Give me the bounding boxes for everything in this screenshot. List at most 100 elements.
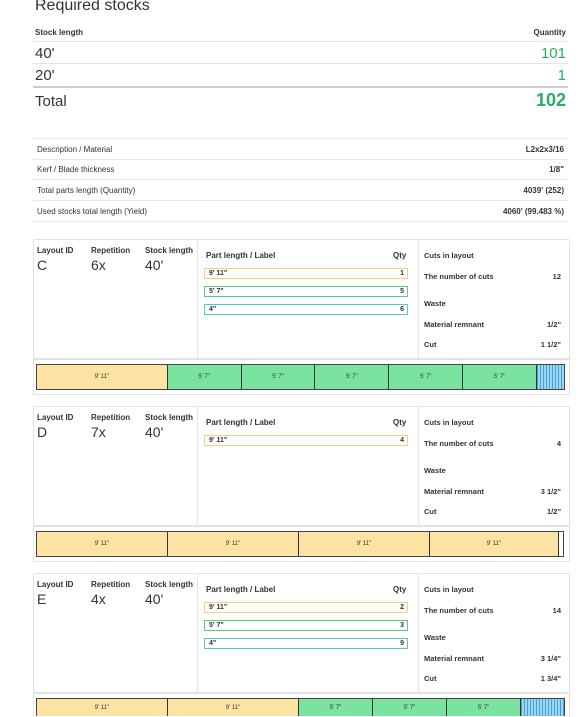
part-row: 9' 11" 4 [204, 435, 408, 446]
layout-id: C [37, 257, 48, 273]
layout-id: E [37, 591, 47, 607]
cut-value: 1 3/4" [540, 674, 561, 683]
part-row: 9' 11" 2 [204, 602, 408, 613]
stock-length-value: 20' [35, 67, 55, 84]
part-label: 5' 7" [209, 622, 224, 629]
bar-segment: 5' 7" [241, 365, 316, 389]
info-label: Kerf / Blade thickness [37, 165, 115, 174]
bar-segment: 5' 7" [299, 699, 373, 716]
bar-segment: 9' 11" [168, 532, 299, 556]
part-qty: 9 [400, 640, 404, 647]
stock-length-value: 40' [145, 424, 164, 440]
cuts-in-layout-header: Cuts in layout [424, 585, 474, 594]
bar-segment: 9' 11" [37, 532, 168, 556]
layout-id: D [37, 424, 48, 440]
stock-quantity-value: 1 [557, 67, 566, 84]
stock-length-header: Stock length [35, 28, 84, 37]
part-row: 4" 9 [204, 638, 408, 649]
info-row: Description / Material L2x2x3/16 [33, 138, 568, 160]
info-label: Used stocks total length (Yield) [37, 207, 147, 216]
part-label: 9' 11" [209, 437, 228, 444]
part-label: 5' 7" [209, 288, 224, 295]
waste-label: Waste [424, 466, 446, 475]
summary-row: 20' 1 [33, 64, 568, 88]
info-value: 1/8" [549, 165, 564, 174]
part-qty: 5 [400, 288, 404, 295]
layout-card: Layout ID D Repetition 7x Stock length 4… [33, 406, 570, 526]
cuts-in-layout-header: Cuts in layout [424, 251, 474, 260]
bar-segment: 5' 7" [463, 365, 538, 389]
info-row: Kerf / Blade thickness 1/8" [33, 159, 568, 180]
part-label: 9' 11" [209, 270, 228, 277]
stock-quantity-value: 101 [540, 45, 566, 62]
layout-id-header: Layout ID [37, 413, 74, 422]
cut-label: Cut [424, 507, 437, 516]
layout-id-header: Layout ID [37, 580, 74, 589]
info-value: L2x2x3/16 [525, 145, 564, 154]
part-length-header: Part length / Label [206, 585, 276, 594]
qty-header: Qty [393, 251, 407, 260]
remnant-segment [559, 532, 563, 556]
bar-segment: 5' 7" [167, 365, 242, 389]
bar-segment: 9' 11" [37, 699, 168, 716]
material-remnant-label: Material remnant [424, 320, 485, 329]
part-length-header: Part length / Label [206, 251, 276, 260]
bar-segment: 5' 7" [389, 365, 464, 389]
part-row: 4" 6 [204, 304, 408, 315]
repetition-value: 6x [91, 257, 106, 273]
summary-total-row: Total 102 [33, 88, 568, 114]
quantity-header: Quantity [533, 28, 566, 37]
part-row: 5' 7" 3 [204, 620, 408, 631]
info-label: Description / Material [37, 145, 113, 154]
part-length-header: Part length / Label [206, 418, 276, 427]
number-of-cuts-value: 14 [552, 606, 561, 615]
small-parts-segment [521, 699, 564, 716]
cuts-in-layout-header: Cuts in layout [424, 418, 474, 427]
stock-length-value: 40' [35, 45, 55, 62]
waste-label: Waste [424, 299, 446, 308]
total-value: 102 [535, 90, 566, 110]
qty-header: Qty [393, 585, 407, 594]
summary-row: 40' 101 [33, 42, 568, 64]
material-remnant-value: 3 1/4" [540, 654, 561, 663]
stock-length-header: Stock length [145, 580, 194, 589]
qty-header: Qty [393, 418, 407, 427]
repetition-value: 7x [91, 424, 106, 440]
part-qty: 3 [400, 622, 404, 629]
part-qty: 2 [400, 604, 404, 611]
repetition-header: Repetition [91, 580, 131, 589]
info-value: 4039' (252) [523, 186, 564, 195]
info-row: Used stocks total length (Yield) 4060' (… [33, 201, 568, 222]
column-divider [418, 240, 419, 358]
part-qty: 6 [400, 306, 404, 313]
info-row: Total parts length (Quantity) 4039' (252… [33, 180, 568, 201]
repetition-header: Repetition [91, 246, 131, 255]
part-row: 5' 7" 5 [204, 286, 408, 297]
bar-segment: 9' 11" [299, 532, 430, 556]
info-value: 4060' (99.483 %) [502, 207, 564, 216]
layout-card: Layout ID C Repetition 6x Stock length 4… [33, 239, 570, 359]
summary-header: Stock length Quantity [33, 22, 568, 42]
bar-segment: 5' 7" [447, 699, 521, 716]
total-label: Total [35, 93, 67, 110]
number-of-cuts-label: The number of cuts [424, 606, 494, 615]
cut-value: 1 1/2" [540, 340, 561, 349]
column-divider [418, 574, 419, 692]
bar-container [33, 526, 570, 562]
cut-label: Cut [424, 674, 437, 683]
layout-id-header: Layout ID [37, 246, 74, 255]
part-label: 4" [209, 306, 217, 313]
column-divider [197, 240, 198, 358]
small-parts-segment [537, 365, 564, 389]
number-of-cuts-label: The number of cuts [424, 272, 494, 281]
stock-length-value: 40' [145, 591, 164, 607]
part-label: 9' 11" [209, 604, 228, 611]
number-of-cuts-label: The number of cuts [424, 439, 494, 448]
number-of-cuts-value: 12 [552, 272, 561, 281]
bar-container [33, 359, 570, 395]
repetition-header: Repetition [91, 413, 131, 422]
cutting-bar: 9' 11" 9' 11" 9' 11" 9' 11" [36, 531, 564, 557]
cut-label: Cut [424, 340, 437, 349]
bar-container [33, 693, 570, 717]
repetition-value: 4x [91, 591, 106, 607]
